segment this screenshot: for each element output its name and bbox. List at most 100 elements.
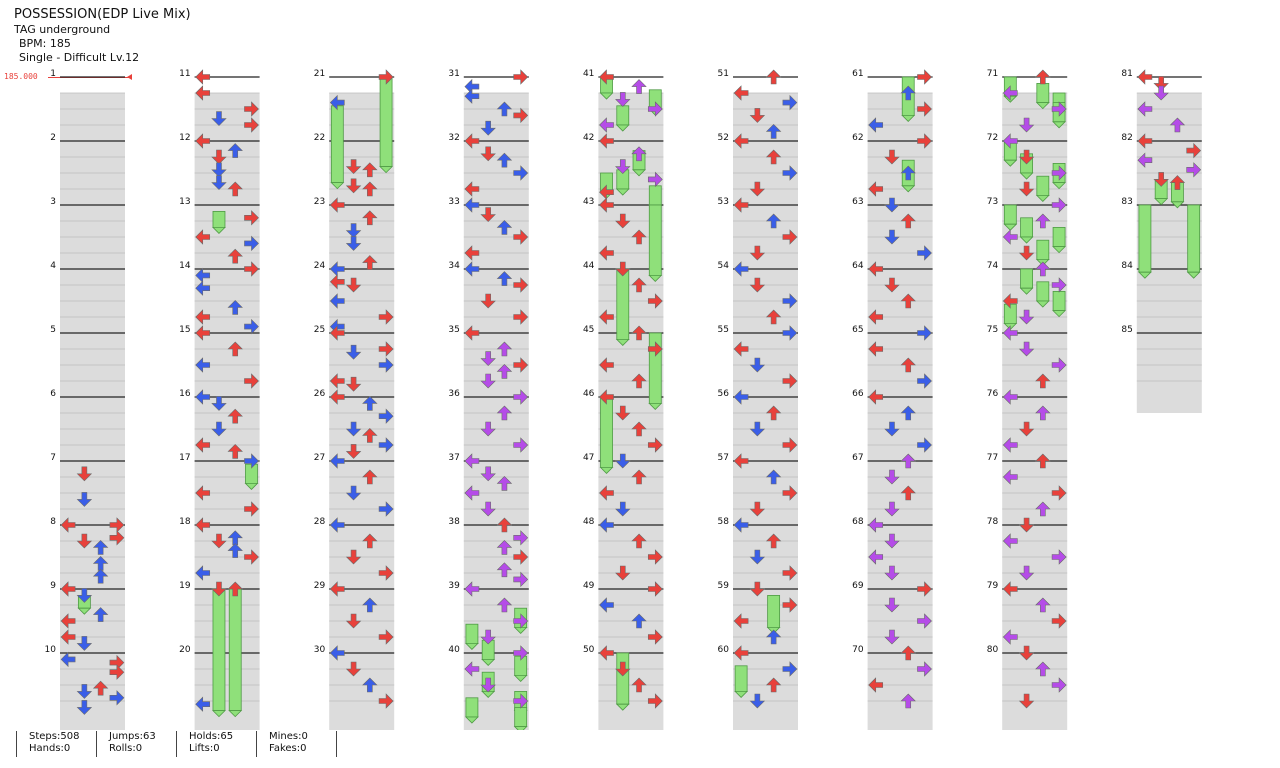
measure-stripe bbox=[329, 381, 395, 397]
measure-23: 23 bbox=[314, 197, 395, 285]
measure-number: 80 bbox=[987, 645, 999, 655]
arrow-down-icon bbox=[480, 466, 496, 482]
measure-28: 28 bbox=[314, 517, 395, 605]
arrow-up-icon bbox=[362, 210, 378, 226]
arrow-left-icon bbox=[464, 485, 480, 501]
measure-stripe bbox=[867, 205, 933, 221]
arrow-left-icon bbox=[60, 613, 76, 629]
measure-stripe bbox=[329, 621, 395, 637]
measure-stripe bbox=[329, 477, 395, 493]
measure-stripe bbox=[60, 701, 125, 717]
measure-number: 45 bbox=[583, 325, 594, 335]
arrow-left-icon bbox=[733, 613, 749, 629]
measure-stripe bbox=[867, 445, 933, 461]
arrow-right-icon bbox=[513, 309, 529, 325]
arrow-down-icon bbox=[615, 501, 631, 517]
arrow-right-icon bbox=[1051, 677, 1067, 693]
measure-number: 77 bbox=[987, 453, 998, 463]
arrow-down-icon bbox=[345, 444, 362, 459]
measure-stripe bbox=[867, 109, 933, 125]
arrow-down-icon bbox=[480, 351, 496, 367]
arrow-right-icon bbox=[782, 437, 798, 453]
measure-stripe bbox=[733, 429, 798, 445]
measure-stripe bbox=[1002, 701, 1068, 717]
hold-note bbox=[464, 623, 479, 650]
arrow-up-icon bbox=[1035, 405, 1051, 421]
measure-35: 35 bbox=[448, 325, 529, 413]
measure-number: 3 bbox=[50, 197, 56, 207]
arrow-up-icon bbox=[900, 453, 916, 469]
arrow-up-icon bbox=[362, 395, 378, 411]
hold-note bbox=[330, 105, 345, 190]
measure-stripe bbox=[1136, 365, 1202, 381]
measure-stripe bbox=[329, 349, 395, 365]
measure-stripe bbox=[329, 269, 395, 285]
measure-number: 67 bbox=[852, 453, 863, 463]
arrow-right-icon bbox=[513, 277, 529, 293]
measure-number: 68 bbox=[852, 517, 864, 527]
arrow-right-icon bbox=[647, 171, 663, 188]
arrow-up-icon bbox=[631, 229, 647, 245]
measure-stripe bbox=[867, 685, 933, 701]
measure-stripe bbox=[60, 669, 125, 685]
arrow-down-icon bbox=[884, 277, 900, 293]
arrow-left-icon bbox=[733, 389, 749, 405]
measure-number: 37 bbox=[448, 453, 459, 463]
arrow-right-icon bbox=[513, 357, 529, 373]
measure-51: 51 bbox=[718, 69, 798, 157]
arrow-up-icon bbox=[900, 293, 916, 309]
measure-number: 64 bbox=[852, 261, 864, 271]
measure-number: 43 bbox=[583, 197, 594, 207]
arrow-up-icon bbox=[227, 299, 243, 315]
measure-stripe bbox=[60, 365, 125, 381]
hold-note bbox=[648, 204, 663, 282]
measure-stripe bbox=[598, 621, 664, 637]
measure-19: 19 bbox=[179, 581, 260, 669]
measure-stripe bbox=[329, 637, 395, 653]
measure-stripe bbox=[1002, 173, 1068, 189]
measure-stripe bbox=[1002, 125, 1068, 141]
measure-stripe bbox=[733, 669, 798, 685]
measure-stripe bbox=[733, 237, 798, 253]
arrow-down-icon bbox=[884, 149, 900, 165]
arrow-left-icon bbox=[195, 437, 211, 453]
arrow-left-icon bbox=[599, 69, 614, 85]
arrow-up-icon bbox=[496, 475, 513, 491]
measure-stripe bbox=[733, 253, 798, 269]
arrow-down-icon bbox=[345, 421, 362, 437]
measure-stripe bbox=[598, 477, 664, 493]
measure-number: 35 bbox=[448, 325, 459, 335]
measure-number: 54 bbox=[718, 261, 730, 271]
arrow-left-icon bbox=[868, 181, 884, 197]
measure-45: 45 bbox=[583, 325, 664, 413]
measure-stripe bbox=[598, 93, 664, 109]
measure-70: 70 bbox=[852, 645, 933, 730]
arrow-left-icon bbox=[1002, 325, 1018, 341]
measure-stripe bbox=[733, 157, 798, 173]
arrow-right-icon bbox=[244, 235, 259, 252]
measure-47: 47 bbox=[583, 453, 664, 541]
measure-number: 66 bbox=[852, 389, 864, 399]
measure-stripe bbox=[329, 237, 395, 253]
measure-stripe bbox=[598, 637, 664, 653]
arrow-up-icon bbox=[1169, 117, 1186, 133]
measure-stripe bbox=[867, 429, 933, 445]
measure-stripe bbox=[1002, 109, 1068, 125]
arrow-right-icon bbox=[1186, 142, 1202, 159]
arrow-down-icon bbox=[884, 565, 900, 581]
arrow-down-icon bbox=[345, 485, 362, 501]
arrow-right-icon bbox=[378, 501, 394, 517]
measure-stripe bbox=[463, 221, 529, 237]
step-chart: 1234567891011121314151617181920212223242… bbox=[45, 69, 1202, 730]
measure-stripe bbox=[194, 333, 260, 349]
measure-number: 32 bbox=[448, 133, 459, 143]
measure-number: 2 bbox=[50, 133, 56, 143]
measure-stripe bbox=[598, 541, 664, 557]
arrow-right-icon bbox=[244, 261, 259, 277]
arrow-up-icon bbox=[496, 101, 513, 117]
arrow-right-icon bbox=[1051, 613, 1067, 629]
measure-stripe bbox=[1002, 445, 1068, 461]
measure-number: 28 bbox=[314, 517, 326, 527]
measure-number: 51 bbox=[718, 69, 729, 79]
arrow-up-icon bbox=[227, 341, 243, 357]
